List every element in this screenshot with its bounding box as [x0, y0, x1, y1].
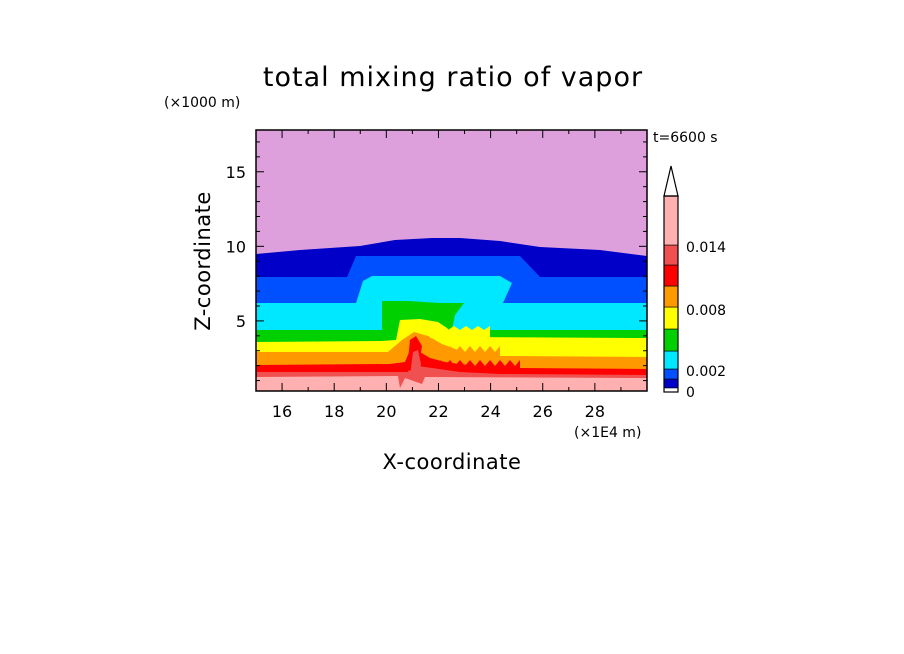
- colorbar-segments: [663, 195, 679, 393]
- field-ripple-red: [440, 360, 520, 368]
- colorbar-segment: [663, 328, 679, 352]
- y-tick-label: 10: [226, 237, 246, 256]
- colorbar-segment: [663, 306, 679, 330]
- colorbar-extend-arrow: [663, 165, 679, 197]
- colorbar-frame: [663, 195, 679, 393]
- x-tick-label: 28: [585, 402, 605, 421]
- field-ripple-yellow: [430, 326, 490, 338]
- colorbar-segment: [663, 350, 679, 370]
- x-axis-ticks: [255, 130, 648, 391]
- plot-frame: [255, 129, 648, 392]
- x-unit-label: (×1E4 m): [574, 425, 641, 441]
- x-tick-label: 22: [428, 402, 448, 421]
- y-axis-tick-labels: 5 10 15: [226, 163, 246, 331]
- y-axis-ticks: [256, 141, 647, 382]
- colorbar: 0.014 0.008 0.002 0: [663, 165, 726, 401]
- colorbar-segment: [663, 285, 679, 308]
- colorbar-segment: [663, 378, 679, 389]
- colorbar-tick-labels: 0.014 0.008 0.002 0: [686, 240, 726, 401]
- field-column-outer: [410, 350, 421, 380]
- colorbar-segment: [663, 244, 679, 266]
- colorbar-segment: [663, 264, 679, 287]
- y-tick-label: 5: [236, 312, 246, 331]
- x-tick-label: 16: [272, 402, 292, 421]
- colorbar-segment: [663, 195, 679, 246]
- colorbar-segment: [663, 387, 679, 393]
- x-tick-label: 20: [376, 402, 396, 421]
- colorbar-tick-label: 0.002: [686, 364, 726, 380]
- colorbar-tick-label: 0.008: [686, 303, 726, 319]
- y-unit-label: (×1000 m): [164, 95, 240, 111]
- x-tick-label: 18: [324, 402, 344, 421]
- y-tick-label: 15: [226, 163, 246, 182]
- field-ripple-orange: [440, 346, 500, 356]
- chart-title: total mixing ratio of vapor: [263, 62, 643, 93]
- colorbar-tick-label: 0.014: [686, 240, 726, 256]
- colorbar-segment: [663, 368, 679, 380]
- x-axis-label: X-coordinate: [383, 450, 522, 474]
- colorbar-tick-label: 0: [686, 385, 695, 401]
- x-axis-tick-labels: 16 18 20 22 24 26 28: [272, 402, 605, 421]
- field-layer-pink: [256, 376, 647, 391]
- x-tick-label: 26: [533, 402, 553, 421]
- x-tick-label: 24: [480, 402, 500, 421]
- plot-area: [256, 130, 647, 391]
- y-axis-label: Z-coordinate: [191, 191, 215, 331]
- time-label: t=6600 s: [653, 130, 718, 146]
